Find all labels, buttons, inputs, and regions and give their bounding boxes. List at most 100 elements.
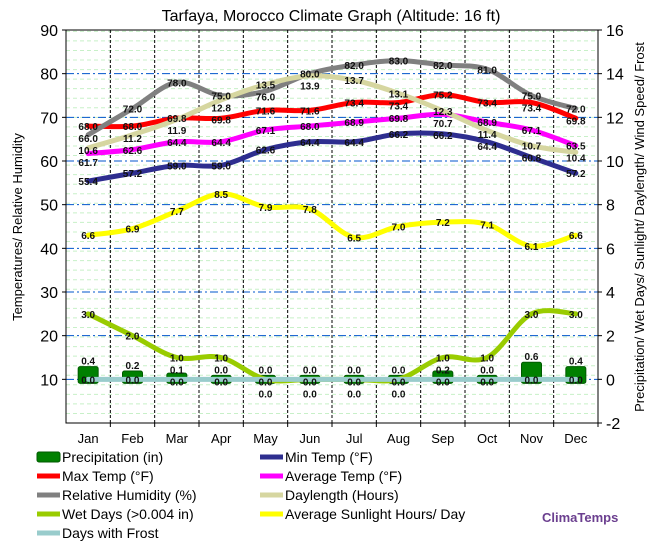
min-temp-f-label: 57.2 bbox=[123, 169, 143, 180]
relative-humidity-legend-label: Relative Humidity (%) bbox=[62, 487, 197, 503]
relative-humidity-label: 72.0 bbox=[123, 105, 143, 116]
daylength-hours-label: 10.6 bbox=[78, 146, 98, 157]
precipitation-in-label: 0.0 bbox=[214, 366, 228, 377]
average-sunlight-hours-day-label: 7.1 bbox=[480, 220, 494, 231]
days-with-frost-label: 0.0 bbox=[81, 375, 95, 386]
average-sunlight-hours-day-label: 6.1 bbox=[525, 242, 539, 253]
daylength-hours-label: 13.9 bbox=[300, 82, 320, 93]
average-temp-f-legend-label: Average Temp (°F) bbox=[285, 468, 402, 484]
brand-logo: ClimaTemps bbox=[542, 510, 618, 525]
daylength-hours-label: 12.3 bbox=[433, 107, 453, 118]
average-sunlight-hours-day-line bbox=[85, 191, 579, 249]
data-labels: 68.066.010.661.755.46.63.00.40.072.068.0… bbox=[78, 57, 586, 401]
average-temp-f-label: 68.9 bbox=[344, 118, 364, 129]
wet-days-in-label: 0.0 bbox=[347, 377, 361, 388]
y-left-tick-label: 30 bbox=[40, 285, 58, 302]
y-left-tick-label: 70 bbox=[40, 110, 58, 127]
min-temp-f-line bbox=[85, 130, 579, 184]
precipitation-in-label: 0.6 bbox=[525, 352, 539, 363]
y-left-tick-label: 10 bbox=[40, 372, 58, 389]
min-temp-f-label: 64.4 bbox=[344, 138, 364, 149]
average-sunlight-hours-day-label: 7.9 bbox=[259, 203, 273, 214]
wet-days-in-label: 1.0 bbox=[214, 354, 228, 365]
min-temp-f-label: 66.2 bbox=[433, 131, 453, 142]
min-temp-f-label: 55.4 bbox=[78, 177, 98, 188]
y-left-tick-label: 40 bbox=[40, 241, 58, 258]
min-temp-f-label: 60.8 bbox=[522, 154, 542, 165]
min-temp-f-label: 57.2 bbox=[566, 169, 586, 180]
y-right-tick-label: 6 bbox=[606, 241, 615, 258]
daylength-hours-label: 10.7 bbox=[522, 142, 542, 153]
daylength-hours-label: 11.4 bbox=[478, 130, 497, 141]
y-right-tick-label: 8 bbox=[606, 198, 615, 215]
average-temp-f-label: 67.1 bbox=[256, 126, 276, 137]
min-temp-f-label: 64.4 bbox=[300, 138, 320, 149]
relative-humidity-label: 75.0 bbox=[211, 92, 231, 103]
y-right-tick-label: 12 bbox=[606, 110, 624, 127]
days-with-frost-label: 0.0 bbox=[569, 375, 583, 386]
average-temp-f-label: 67.1 bbox=[522, 126, 542, 137]
days-with-frost-label: 0.0 bbox=[392, 389, 406, 400]
average-temp-f-label: 68.9 bbox=[477, 118, 497, 129]
x-tick-label: Oct bbox=[477, 431, 498, 446]
average-temp-f-label: 62.6 bbox=[123, 146, 143, 157]
precipitation-in-label: 0.4 bbox=[569, 357, 583, 368]
x-tick-label: Mar bbox=[166, 431, 189, 446]
y-left-tick-label: 80 bbox=[40, 67, 58, 84]
average-sunlight-hours-day-label: 6.6 bbox=[569, 231, 583, 242]
y-right-tick-label: 0 bbox=[606, 372, 615, 389]
y-right-tick-label: 14 bbox=[606, 67, 624, 84]
days-with-frost-label: 0.0 bbox=[347, 389, 361, 400]
days-with-frost-legend-label: Days with Frost bbox=[62, 525, 159, 541]
average-temp-f-label: 69.8 bbox=[389, 114, 409, 125]
max-temp-f-label: 73.4 bbox=[522, 104, 542, 115]
relative-humidity-label: 75.0 bbox=[522, 92, 542, 103]
average-temp-f-line bbox=[85, 111, 579, 157]
average-temp-f-label: 64.4 bbox=[167, 138, 187, 149]
daylength-hours-label: 11.2 bbox=[123, 134, 142, 145]
precipitation-in-legend-label: Precipitation (in) bbox=[62, 449, 163, 465]
grid bbox=[66, 29, 598, 424]
precipitation-in-label: 0.0 bbox=[303, 365, 317, 376]
max-temp-f-label: 68.0 bbox=[123, 122, 143, 133]
precipitation-in-label: 0.0 bbox=[259, 365, 273, 376]
precipitation-in-legend-swatch bbox=[36, 451, 61, 463]
min-temp-f-label: 64.4 bbox=[477, 142, 497, 153]
daylength-hours-label: 12.8 bbox=[211, 104, 231, 115]
days-with-frost-label: 0.0 bbox=[214, 378, 228, 389]
wet-days-in-label: 2.0 bbox=[126, 332, 140, 343]
x-tick-label: Apr bbox=[211, 431, 232, 446]
x-tick-label: Nov bbox=[520, 431, 544, 446]
precipitation-in-label: 0.0 bbox=[392, 365, 406, 376]
wet-days-in-label: 1.0 bbox=[480, 354, 494, 365]
relative-humidity-label: 82.0 bbox=[433, 61, 453, 72]
days-with-frost-label: 0.0 bbox=[303, 389, 317, 400]
days-with-frost-label: 0.0 bbox=[436, 378, 450, 389]
chart-title: Tarfaya, Morocco Climate Graph (Altitude… bbox=[162, 8, 501, 25]
min-temp-f-legend-label: Min Temp (°F) bbox=[285, 449, 373, 465]
relative-humidity-label: 76.0 bbox=[256, 93, 276, 104]
average-sunlight-hours-day-label: 6.9 bbox=[126, 225, 140, 236]
series-lines bbox=[85, 58, 579, 384]
average-temp-f-label: 70.7 bbox=[433, 119, 453, 130]
precipitation-in-label: 0.0 bbox=[347, 365, 361, 376]
daylength-hours-label: 13.1 bbox=[389, 89, 409, 100]
average-sunlight-hours-day-label: 7.2 bbox=[436, 218, 450, 229]
precipitation-in-label: 0.2 bbox=[436, 366, 450, 377]
max-temp-f-label: 75.2 bbox=[433, 91, 453, 102]
y-right-tick-label: 16 bbox=[606, 23, 624, 40]
average-sunlight-hours-day-label: 6.5 bbox=[347, 233, 361, 244]
daylength-hours-legend-label: Daylength (Hours) bbox=[285, 487, 399, 503]
max-temp-f-label: 73.4 bbox=[389, 101, 409, 112]
average-temp-f-label: 61.7 bbox=[78, 158, 98, 169]
x-tick-label: Sep bbox=[431, 431, 454, 446]
wet-days-in-label: 0.0 bbox=[303, 377, 317, 388]
wet-days-in-label: 0.0 bbox=[259, 377, 273, 388]
days-with-frost-label: 0.0 bbox=[126, 375, 140, 386]
max-temp-f-label: 68.0 bbox=[78, 122, 98, 133]
y-left-tick-label: 50 bbox=[40, 198, 58, 215]
x-tick-label: Jul bbox=[346, 431, 363, 446]
max-temp-f-label: 69.8 bbox=[167, 114, 187, 125]
